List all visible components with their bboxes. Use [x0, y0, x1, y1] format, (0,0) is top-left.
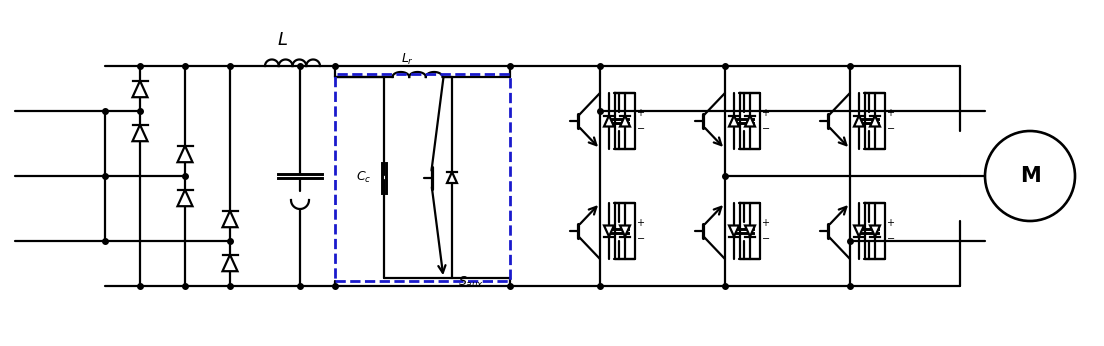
Polygon shape	[178, 146, 192, 162]
Polygon shape	[447, 172, 457, 183]
Text: +: +	[637, 218, 645, 228]
Polygon shape	[729, 226, 739, 237]
Polygon shape	[223, 211, 237, 227]
Text: −: −	[637, 124, 645, 134]
Polygon shape	[729, 116, 739, 127]
Text: $S_{aux}$: $S_{aux}$	[457, 275, 484, 290]
Text: M: M	[1020, 166, 1040, 186]
Polygon shape	[604, 226, 614, 237]
Polygon shape	[854, 226, 864, 237]
Polygon shape	[745, 116, 755, 127]
Text: −: −	[762, 124, 769, 134]
Text: +: +	[887, 218, 894, 228]
Text: −: −	[762, 234, 769, 244]
Polygon shape	[178, 190, 192, 206]
Text: +: +	[762, 108, 769, 118]
Text: −: −	[887, 234, 894, 244]
Text: $L_r$: $L_r$	[401, 52, 414, 67]
Polygon shape	[620, 226, 630, 237]
Text: +: +	[637, 108, 645, 118]
Polygon shape	[870, 116, 880, 127]
Polygon shape	[132, 81, 148, 97]
Polygon shape	[745, 226, 755, 237]
Polygon shape	[620, 116, 630, 127]
Text: $C_c$: $C_c$	[357, 170, 372, 185]
Polygon shape	[604, 116, 614, 127]
Text: $L$: $L$	[277, 31, 288, 49]
Polygon shape	[132, 125, 148, 141]
Text: +: +	[762, 218, 769, 228]
Text: −: −	[887, 124, 894, 134]
Text: +: +	[887, 108, 894, 118]
Polygon shape	[223, 255, 237, 271]
Polygon shape	[854, 116, 864, 127]
Polygon shape	[870, 226, 880, 237]
Text: −: −	[637, 234, 645, 244]
